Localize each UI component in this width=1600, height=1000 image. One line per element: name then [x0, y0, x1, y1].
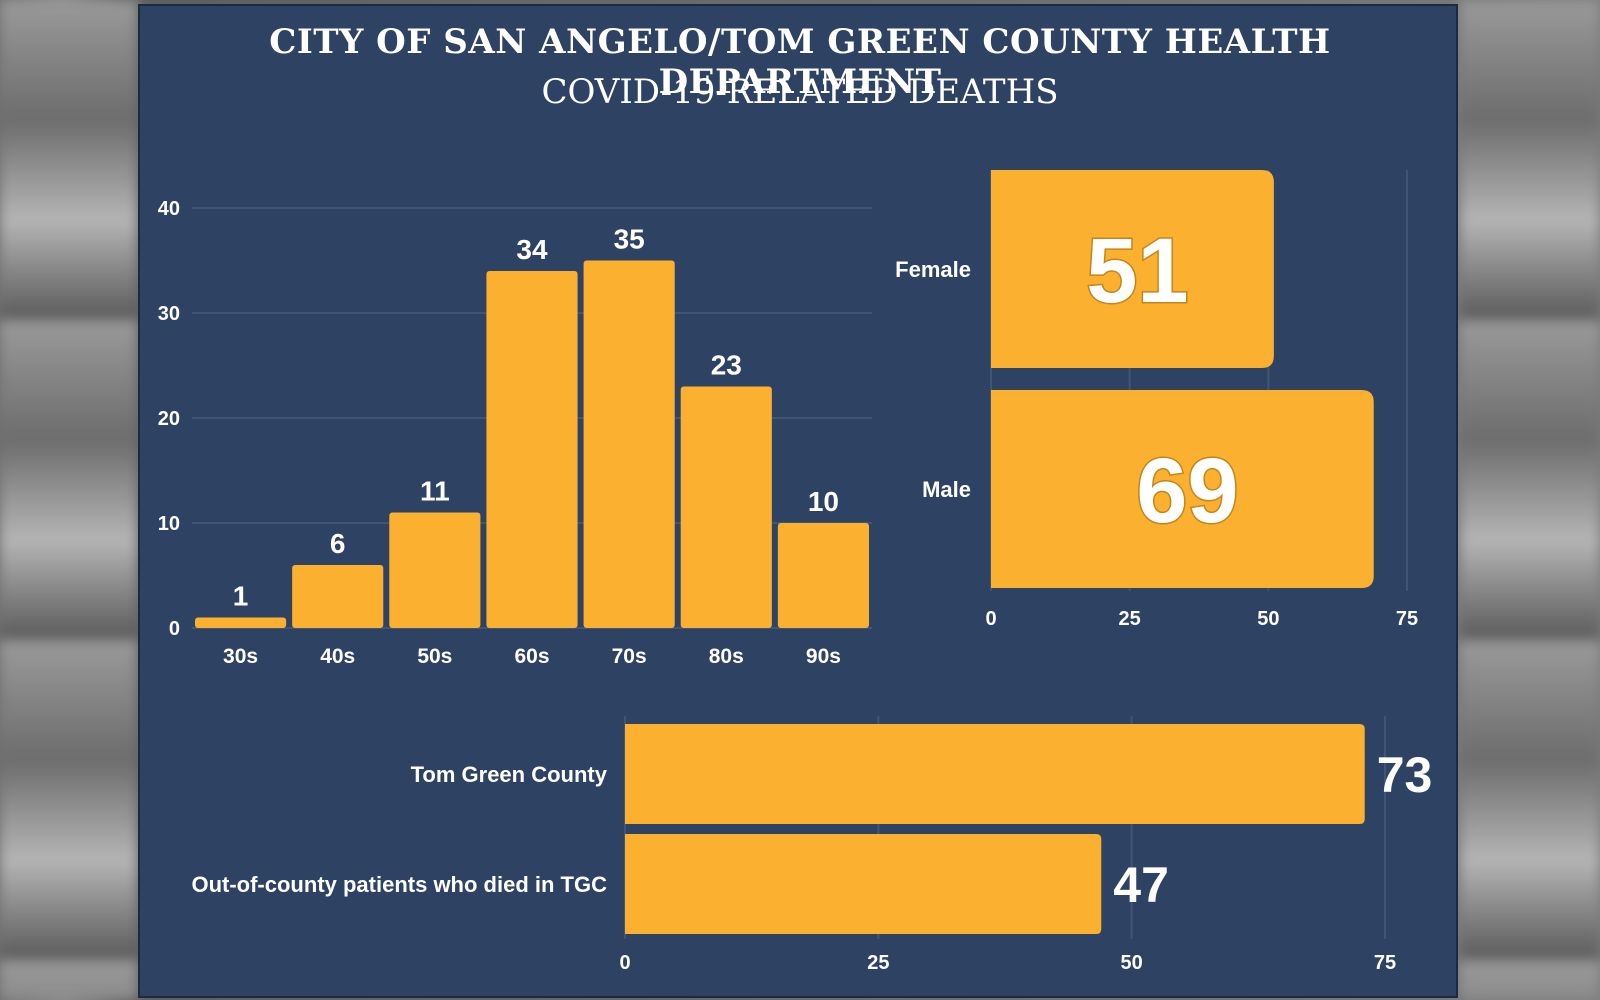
age-y-tick-label: 30	[158, 303, 180, 325]
residence-bar	[625, 724, 1365, 824]
age-bar	[680, 386, 772, 628]
age-x-tick-label: 80s	[709, 645, 744, 668]
gender-x-tick-label: 50	[1257, 608, 1279, 630]
age-bar	[292, 565, 384, 628]
age-bar-value-label: 35	[614, 224, 645, 255]
residence-category-label: Out-of-county patients who died in TGC	[191, 872, 607, 897]
background-right	[1460, 0, 1600, 1000]
age-bar-value-label: 23	[711, 350, 742, 381]
age-y-tick-label: 20	[158, 408, 180, 430]
age-bar-value-label: 1	[233, 581, 249, 612]
age-bar	[389, 512, 481, 628]
residence-x-tick-label: 75	[1374, 952, 1396, 974]
age-y-tick-label: 10	[158, 513, 180, 535]
age-y-tick-label: 40	[158, 198, 180, 220]
gender-bar	[991, 390, 1374, 588]
charts-canvas: 0 10 20 30 40 1 30s 6 40s 11 50s 34 60s 35 70s 23 80s 10 9…	[158, 170, 1433, 974]
age-x-tick-label: 60s	[514, 645, 549, 668]
residence-bar-value-label: 47	[1113, 857, 1169, 913]
gender-category-label: Male	[922, 477, 971, 502]
residence-x-tick-label: 50	[1121, 952, 1143, 974]
age-bar-value-label: 34	[516, 234, 548, 265]
gender-bar-value-label: 51	[1086, 220, 1188, 322]
age-x-tick-label: 70s	[612, 645, 647, 668]
age-x-tick-label: 30s	[223, 645, 258, 668]
residence-x-tick-label: 25	[867, 952, 889, 974]
page-title: CITY OF SAN ANGELO/TOM GREEN COUNTY HEAL…	[269, 22, 1331, 102]
background-left	[0, 0, 138, 1000]
gender-x-tick-label: 0	[985, 608, 996, 630]
gender-x-tick-label: 25	[1119, 608, 1141, 630]
gender-bar	[991, 170, 1274, 368]
gender-bar-value-label: 69	[1136, 440, 1238, 542]
age-bar-value-label: 6	[330, 528, 346, 559]
gender-category-label: Female	[895, 257, 971, 282]
infographic-panel: CITY OF SAN ANGELO/TOM GREEN COUNTY HEAL…	[138, 4, 1458, 998]
residence-bar	[625, 834, 1102, 934]
age-y-tick-label: 0	[169, 618, 180, 640]
age-x-tick-label: 90s	[806, 645, 841, 668]
gender-x-tick-label: 75	[1396, 608, 1418, 630]
age-bar-value-label: 10	[808, 486, 839, 517]
age-bar-value-label: 11	[420, 476, 450, 507]
age-bar	[777, 523, 869, 628]
age-bar	[486, 271, 578, 628]
age-bar	[583, 260, 675, 628]
age-bar	[195, 617, 287, 628]
residence-x-tick-label: 0	[619, 952, 630, 974]
age-x-tick-label: 40s	[320, 645, 355, 668]
page-subtitle: COVID-19-RELATED DEATHS	[541, 72, 1059, 112]
age-x-tick-label: 50s	[417, 645, 452, 668]
residence-bar-value-label: 73	[1377, 747, 1433, 803]
residence-category-label: Tom Green County	[411, 762, 608, 787]
